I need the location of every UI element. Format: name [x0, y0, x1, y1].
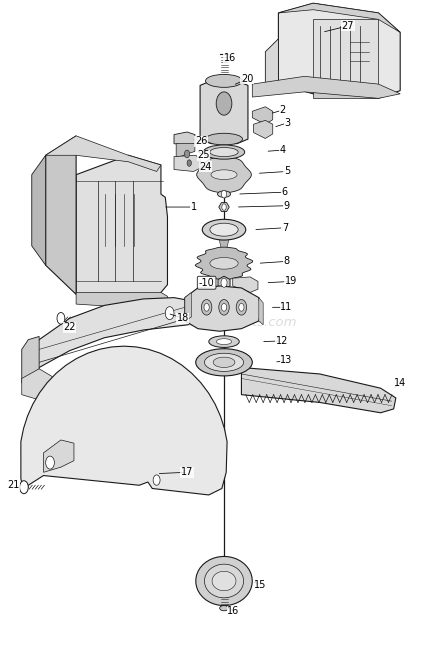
Ellipse shape: [195, 349, 252, 376]
Circle shape: [221, 303, 226, 311]
Circle shape: [165, 307, 174, 320]
Polygon shape: [76, 292, 167, 309]
Polygon shape: [76, 155, 167, 304]
Polygon shape: [217, 276, 230, 289]
Text: 5: 5: [283, 166, 289, 177]
Polygon shape: [174, 132, 194, 146]
Text: 16: 16: [223, 53, 235, 63]
Text: 27: 27: [341, 21, 353, 31]
Circle shape: [153, 475, 160, 485]
Ellipse shape: [210, 170, 237, 180]
Circle shape: [204, 303, 209, 311]
Polygon shape: [24, 298, 194, 383]
Circle shape: [221, 190, 226, 198]
Text: 2: 2: [279, 105, 285, 115]
Ellipse shape: [204, 353, 243, 371]
Polygon shape: [184, 292, 191, 321]
Polygon shape: [253, 120, 272, 138]
Polygon shape: [22, 369, 52, 400]
Ellipse shape: [204, 564, 243, 598]
Ellipse shape: [210, 148, 238, 157]
Bar: [347, 29, 371, 68]
Circle shape: [238, 303, 243, 311]
Polygon shape: [252, 107, 272, 124]
Circle shape: [216, 92, 231, 115]
Polygon shape: [312, 19, 378, 94]
Text: 17: 17: [181, 467, 193, 477]
Polygon shape: [278, 3, 399, 32]
Circle shape: [184, 150, 189, 158]
Ellipse shape: [210, 223, 238, 236]
Text: 16: 16: [227, 606, 239, 617]
Polygon shape: [196, 157, 251, 193]
Text: 22: 22: [63, 322, 76, 333]
Polygon shape: [200, 81, 247, 144]
Text: 6: 6: [281, 187, 287, 197]
Polygon shape: [218, 203, 229, 212]
Circle shape: [221, 204, 226, 210]
Text: 20: 20: [240, 74, 253, 84]
Circle shape: [201, 300, 211, 315]
Text: 24: 24: [199, 162, 211, 172]
Ellipse shape: [219, 606, 228, 611]
Text: 11: 11: [279, 302, 292, 313]
Ellipse shape: [212, 571, 236, 591]
Ellipse shape: [210, 258, 238, 269]
Polygon shape: [22, 336, 39, 383]
Text: ereplacementparts.com: ereplacementparts.com: [138, 316, 296, 329]
Ellipse shape: [205, 133, 242, 145]
Circle shape: [46, 456, 54, 469]
Polygon shape: [218, 238, 229, 249]
Polygon shape: [278, 3, 399, 98]
Text: 12: 12: [275, 336, 287, 346]
Ellipse shape: [203, 145, 244, 159]
Text: 1: 1: [190, 202, 196, 212]
Polygon shape: [43, 440, 74, 472]
Text: 18: 18: [176, 313, 188, 324]
Polygon shape: [195, 556, 252, 606]
Polygon shape: [46, 136, 76, 294]
Ellipse shape: [205, 74, 242, 87]
Text: 8: 8: [283, 256, 289, 267]
Circle shape: [220, 278, 227, 287]
Polygon shape: [312, 89, 378, 98]
Polygon shape: [32, 155, 46, 265]
Text: 21: 21: [7, 480, 19, 490]
Text: 7: 7: [281, 223, 287, 233]
Text: 15: 15: [253, 580, 266, 590]
Ellipse shape: [217, 191, 230, 197]
Text: 3: 3: [283, 118, 289, 128]
Polygon shape: [265, 39, 278, 91]
Polygon shape: [241, 367, 395, 413]
Polygon shape: [176, 144, 194, 157]
Text: -10: -10: [198, 278, 214, 288]
Polygon shape: [258, 298, 263, 325]
Polygon shape: [174, 155, 200, 171]
Text: 9: 9: [283, 201, 289, 211]
Polygon shape: [156, 305, 171, 312]
Ellipse shape: [208, 336, 239, 347]
Text: 13: 13: [279, 355, 292, 366]
Circle shape: [187, 160, 191, 166]
Bar: [102, 191, 148, 249]
Text: 26: 26: [194, 136, 207, 146]
Polygon shape: [232, 277, 257, 292]
Polygon shape: [252, 76, 399, 98]
Ellipse shape: [213, 357, 234, 367]
Polygon shape: [46, 136, 161, 171]
Polygon shape: [21, 346, 227, 495]
Circle shape: [236, 300, 246, 315]
Circle shape: [57, 313, 65, 324]
Ellipse shape: [202, 219, 245, 240]
Text: 19: 19: [284, 276, 296, 287]
Text: 25: 25: [197, 150, 209, 160]
Text: 4: 4: [279, 145, 285, 155]
Circle shape: [20, 481, 28, 494]
Polygon shape: [184, 286, 260, 331]
Circle shape: [218, 300, 229, 315]
Text: 14: 14: [393, 378, 405, 388]
Polygon shape: [195, 247, 252, 280]
Ellipse shape: [216, 339, 231, 345]
